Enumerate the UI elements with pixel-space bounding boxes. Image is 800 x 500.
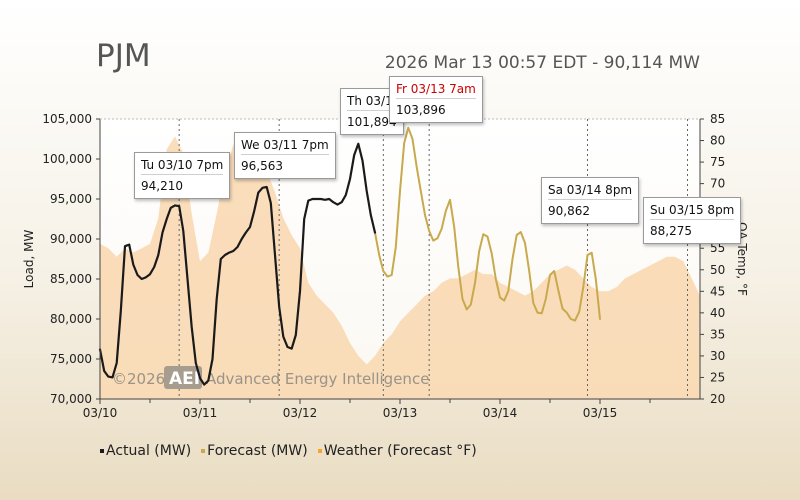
y-tick-label: 95,000 <box>50 192 92 206</box>
watermark-logo-box <box>164 366 202 389</box>
legend-label: Weather (Forecast °F) <box>323 443 477 459</box>
weather-area-layer <box>100 136 700 399</box>
peak-callout: Fr 03/13 7am 103,896 <box>389 76 483 123</box>
watermark-name: Advanced Energy Intelligence <box>206 370 429 388</box>
x-tick-label: 03/13 <box>383 406 418 420</box>
series-line <box>98 142 377 386</box>
y2-tick-label: 25 <box>710 370 725 384</box>
legend-item[interactable]: Forecast (MW) <box>201 443 308 459</box>
y2-tick-label: 55 <box>710 241 725 255</box>
chart-subtitle: 2026 Mar 13 00:57 EDT - 90,114 MW <box>384 53 700 73</box>
callout-title: We 03/11 7pm <box>241 136 329 155</box>
legend-swatch <box>317 449 322 453</box>
y-tick-label: 100,000 <box>42 152 92 166</box>
weather-area <box>100 136 700 399</box>
callout-title: Sa 03/14 8pm <box>548 181 633 200</box>
watermark: ©2026 AEI Advanced Energy Intelligence <box>112 366 429 389</box>
callout-value: 96,563 <box>241 159 283 173</box>
axes: Load, MW OA Temp, °F <box>22 118 749 400</box>
legend-item[interactable]: Weather (Forecast °F) <box>317 443 477 459</box>
callout-value: 94,210 <box>141 179 183 193</box>
callout-title: Fr 03/13 7am <box>396 80 476 99</box>
y-tick-label: 80,000 <box>50 312 92 326</box>
legend-swatch <box>100 449 104 453</box>
y2-tick-label: 50 <box>710 263 725 277</box>
tick-labels: 70,000 75,000 80,000 85,000 90,000 95,000 100,… <box>42 112 725 420</box>
y2-tick-label: 40 <box>710 306 725 320</box>
y2-tick-label: 20 <box>710 392 725 406</box>
y2-tick-label: 75 <box>710 155 725 169</box>
y2-tick-label: 35 <box>710 327 725 341</box>
x-tick-label: 03/12 <box>283 406 318 420</box>
x-tick-label: 03/15 <box>583 406 618 420</box>
y-axis-label: Load, MW <box>22 230 36 289</box>
legend-item[interactable]: Actual (MW) <box>100 443 191 459</box>
y2-tick-label: 80 <box>710 134 725 148</box>
peak-callout: Tu 03/10 7pm 94,210 <box>134 152 231 199</box>
legend-label: Forecast (MW) <box>207 443 308 459</box>
y2-tick-label: 85 <box>710 112 725 126</box>
series-line <box>374 126 601 322</box>
x-tick-label: 03/11 <box>183 406 218 420</box>
callout-value: 88,275 <box>650 224 692 238</box>
y-tick-label: 85,000 <box>50 272 92 286</box>
y-tick-label: 90,000 <box>50 232 92 246</box>
watermark-year: ©2026 <box>112 370 165 388</box>
y-tick-label: 70,000 <box>50 392 92 406</box>
series-layer <box>98 126 601 386</box>
x-tick-label: 03/10 <box>83 406 118 420</box>
peak-callout: We 03/11 7pm 96,563 <box>234 132 336 179</box>
legend-swatch <box>201 449 206 453</box>
peak-callout: Sa 03/14 8pm 90,862 <box>541 177 640 224</box>
callout-title: Su 03/15 8pm <box>650 201 735 220</box>
callout-title: Th 03/1 <box>347 92 397 111</box>
y-tick-label: 75,000 <box>50 352 92 366</box>
callout-value: 90,862 <box>548 204 590 218</box>
y-tick-label: 105,000 <box>42 112 92 126</box>
page-title: PJM <box>96 38 151 74</box>
callout-title: Tu 03/10 7pm <box>141 156 224 175</box>
watermark-logo: AEI <box>169 369 200 389</box>
peak-callout: Su 03/15 8pm 88,275 <box>643 197 742 244</box>
x-tick-label: 03/14 <box>483 406 518 420</box>
y2-tick-label: 45 <box>710 284 725 298</box>
legend-label: Actual (MW) <box>106 443 192 459</box>
y2-tick-label: 70 <box>710 177 725 191</box>
chart-legend: Actual (MW) Forecast (MW) Weather (Forecas… <box>100 443 481 459</box>
callout-value: 103,896 <box>396 103 446 117</box>
y2-tick-label: 30 <box>710 349 725 363</box>
callout-value: 101,894 <box>347 115 397 129</box>
